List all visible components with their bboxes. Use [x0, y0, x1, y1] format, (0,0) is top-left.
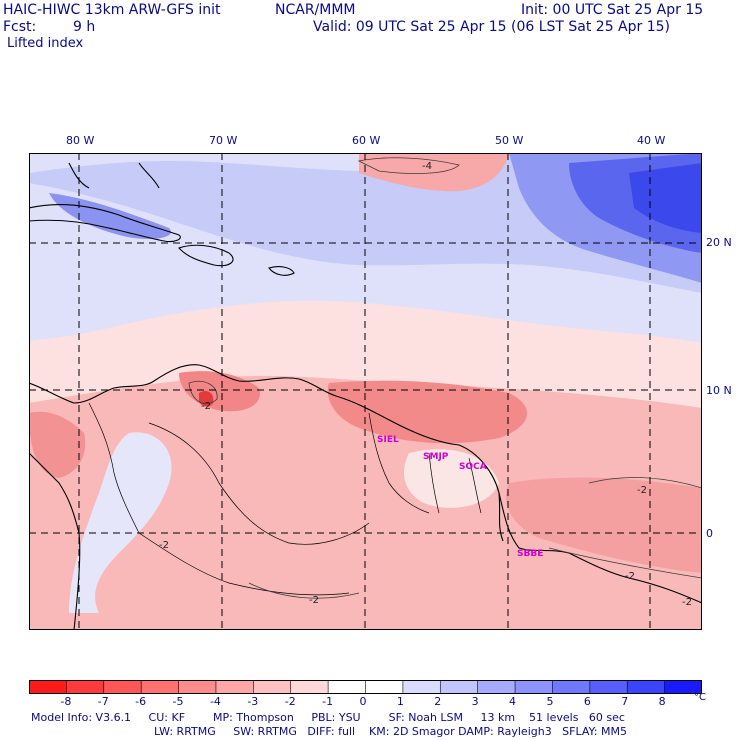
org-label: NCAR/MMM — [275, 2, 356, 18]
colorbar-tick-label: -4 — [209, 695, 221, 708]
colorbar-tick-label: -6 — [135, 695, 147, 708]
unstable-core-panama — [29, 411, 86, 478]
colorbar-cell — [589, 680, 629, 694]
model-info-line2: LW: RRTMG SW: RRTMG DIFF: full KM: 2D Sm… — [154, 725, 627, 738]
valid-time: Valid: 09 UTC Sat 25 Apr 15 (06 LST Sat … — [313, 19, 671, 35]
colorbar-cell — [66, 680, 105, 694]
lat-label-0: 0 — [706, 527, 713, 540]
colorbar-tick-label: 3 — [471, 695, 479, 708]
lon-label-80w: 80 W — [66, 134, 95, 147]
lat-lon-grid — [29, 153, 702, 630]
lifted-index-map: -4 -2 -2 -2 -2 -2 -2 SIEL SMJP SOCA SBBE — [29, 153, 702, 630]
colorbar-tick-label: -7 — [97, 695, 109, 708]
lat-label-20n: 20 N — [706, 236, 732, 249]
colorbar-tick-label: -3 — [247, 695, 259, 708]
contours — [188, 157, 702, 599]
colorbar-cell — [253, 680, 292, 694]
colorbar-tick-label: 1 — [396, 695, 404, 708]
colorbar-tick-label: 7 — [621, 695, 629, 708]
colorbar-tick-label: 6 — [583, 695, 591, 708]
stable-core — [629, 163, 702, 233]
station-label: SBBE — [517, 549, 543, 559]
colorbar-tick-label: -5 — [172, 695, 184, 708]
colorbar-tick-label: 4 — [509, 695, 517, 708]
colorbar-cell — [402, 680, 442, 694]
colorbar-cell — [178, 680, 217, 694]
station-label: SOCA — [459, 462, 487, 472]
colorbar-tick-label: 5 — [546, 695, 554, 708]
field-name: Lifted index — [7, 36, 84, 51]
model-info-line1: Model Info: V3.6.1 CU: KF MP: Thompson P… — [31, 711, 625, 724]
station-label: SIEL — [377, 435, 399, 445]
init-time: Init: 00 UTC Sat 25 Apr 15 — [521, 2, 704, 18]
colorbar-unit: °C — [694, 692, 706, 703]
neutral-zone-andes — [69, 432, 172, 613]
unstable-core-amazon — [505, 477, 702, 573]
colorbar-cell — [140, 680, 180, 694]
contour-label: -2 — [159, 540, 169, 551]
map-frame — [29, 153, 702, 630]
colorbar-cell — [626, 680, 666, 694]
colorbar-cell — [514, 680, 554, 694]
colorbar-cell — [103, 680, 142, 694]
model-title: HAIC-HIWC 13km ARW-GFS init — [3, 2, 221, 18]
colorbar-cell — [290, 680, 329, 694]
colorbar-tick-label: -1 — [322, 695, 334, 708]
forecast-label: Fcst: — [3, 19, 37, 35]
colorbar — [29, 680, 702, 694]
contour-label: -2 — [201, 401, 211, 412]
colorbar-tick-label: 2 — [434, 695, 442, 708]
contour-label: -2 — [637, 485, 647, 496]
contour-label: -2 — [309, 595, 319, 606]
lon-label-40w: 40 W — [637, 134, 666, 147]
unstable-north — [359, 153, 509, 192]
colorbar-cell — [327, 680, 367, 694]
colorbar-cell — [215, 680, 255, 694]
colorbar-frame — [29, 680, 702, 694]
colorbar-cell — [477, 680, 516, 694]
neutral-zone-guyana — [404, 449, 499, 508]
colorbar-tick-label: 0 — [359, 695, 367, 708]
unstable-core-east — [327, 380, 528, 444]
country-borders — [88, 402, 482, 596]
forecast-hour: 9 h — [73, 19, 96, 35]
colorbar-cell — [664, 680, 702, 694]
colorbar-cell — [365, 680, 404, 694]
contour-label: -4 — [422, 161, 432, 172]
station-label: SMJP — [423, 452, 449, 462]
contour-label: -2 — [625, 571, 635, 582]
colorbar-tick-label: -8 — [60, 695, 72, 708]
colorbar-cell — [552, 680, 591, 694]
colorbar-cell — [439, 680, 479, 694]
lat-label-10n: 10 N — [706, 384, 732, 397]
lon-label-50w: 50 W — [495, 134, 524, 147]
unstable-max — [199, 391, 214, 407]
contour-label: -2 — [682, 597, 692, 608]
colorbar-tick-label: -2 — [284, 695, 296, 708]
colorbar-cell — [29, 680, 68, 694]
colorbar-tick-label: 8 — [658, 695, 666, 708]
lon-label-70w: 70 W — [209, 134, 238, 147]
lon-label-60w: 60 W — [352, 134, 381, 147]
